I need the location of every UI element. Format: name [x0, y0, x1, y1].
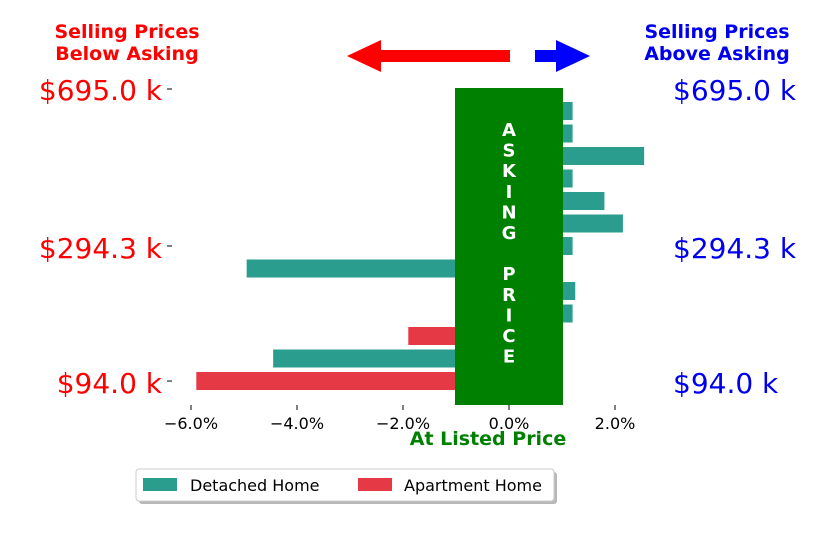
band-letter-9: I	[506, 305, 513, 326]
price-label-right-mid: $294.3 k	[673, 232, 797, 265]
band-letter-5: G	[502, 223, 517, 244]
price-label-right-bottom: $94.0 k	[673, 367, 779, 400]
x-axis-label: At Listed Price	[410, 428, 566, 450]
asking-price-band	[455, 88, 563, 405]
bars-group	[196, 102, 645, 390]
x-tick-label-2: −2.0%	[376, 414, 430, 433]
legend-label-detached: Detached Home	[190, 476, 320, 495]
price-label-left-bottom: $94.0 k	[57, 367, 163, 400]
price-label-left-mid: $294.3 k	[39, 232, 163, 265]
band-letter-10: C	[502, 326, 515, 347]
x-tick-label-4: 2.0%	[595, 414, 636, 433]
left-arrow-icon	[347, 40, 510, 72]
band-letter-11: E	[503, 347, 515, 368]
below-asking-title-line2: Below Asking	[55, 43, 198, 65]
right-arrow-icon	[535, 40, 590, 72]
x-axis-ticks: −6.0% −4.0% −2.0% 0.0% 2.0%	[164, 405, 635, 433]
legend: Detached Home Apartment Home	[135, 468, 557, 504]
band-letter-2: K	[502, 161, 517, 182]
band-letter-0: A	[502, 120, 516, 141]
x-tick-label-1: −4.0%	[270, 414, 324, 433]
x-tick-label-3: 0.0%	[489, 414, 530, 433]
bar-detached-11	[273, 349, 509, 368]
legend-label-apartment: Apartment Home	[404, 476, 542, 495]
legend-box	[135, 468, 555, 502]
bar-apartment-12	[196, 372, 510, 390]
band-letter-8: R	[502, 285, 516, 306]
above-asking-title-line2: Above Asking	[644, 43, 790, 65]
x-tick-label-0: −6.0%	[164, 414, 218, 433]
band-letter-3: I	[506, 182, 513, 203]
price-label-left-top: $695.0 k	[39, 74, 163, 107]
above-asking-title-line1: Selling Prices	[644, 21, 789, 43]
price-label-right-top: $695.0 k	[673, 74, 797, 107]
legend-swatch-detached	[143, 478, 177, 491]
below-asking-title-line1: Selling Prices	[54, 21, 199, 43]
band-letter-4: N	[501, 202, 516, 223]
bar-detached-7	[246, 259, 509, 278]
band-letter-7: P	[502, 264, 515, 285]
legend-swatch-apartment	[358, 478, 392, 491]
band-letter-1: S	[503, 141, 516, 162]
